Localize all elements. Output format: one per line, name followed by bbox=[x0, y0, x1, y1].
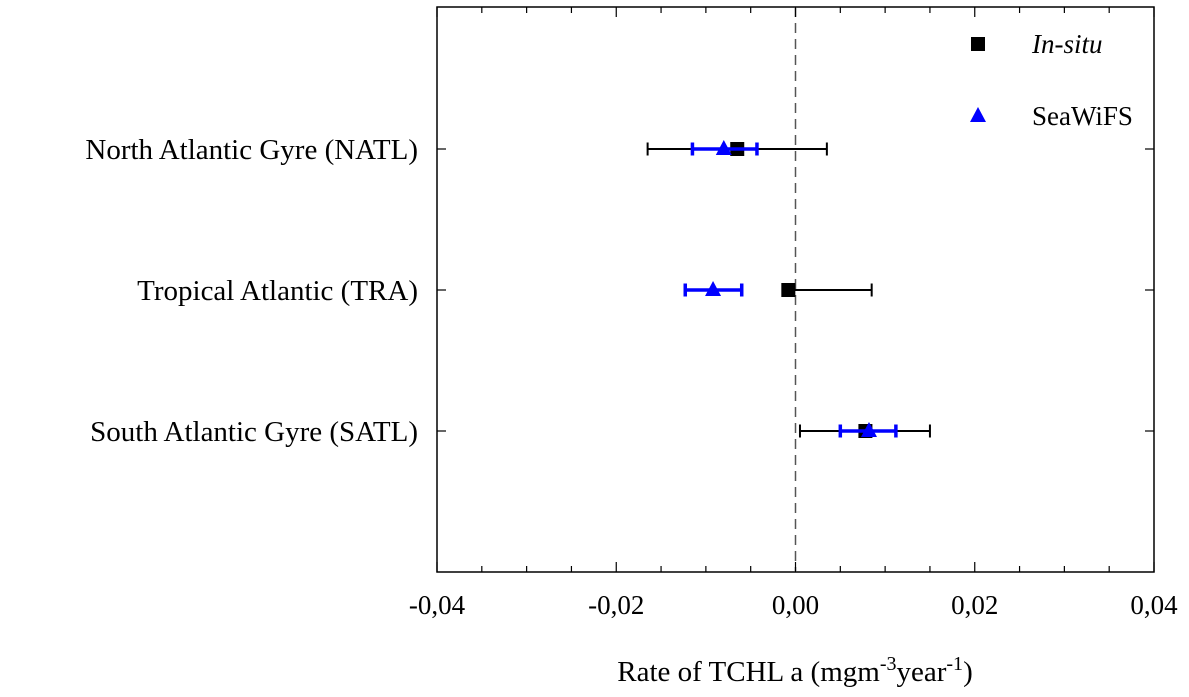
x-tick-label: -0,04 bbox=[409, 590, 466, 620]
legend-label: In-situ bbox=[1031, 29, 1103, 59]
x-tick-label: 0,00 bbox=[772, 590, 819, 620]
x-tick-label: -0,02 bbox=[588, 590, 644, 620]
category-label: North Atlantic Gyre (NATL) bbox=[85, 134, 418, 166]
category-label: South Atlantic Gyre (SATL) bbox=[90, 416, 418, 448]
legend-label: SeaWiFS bbox=[1032, 101, 1133, 131]
axis-ticks bbox=[436, 7, 1155, 572]
seawifs-marker bbox=[715, 140, 732, 155]
seawifs-marker bbox=[860, 422, 877, 437]
x-tick-label: 0,04 bbox=[1130, 590, 1178, 620]
x-axis-title: Rate of TCHL a (mgm-3year-1) bbox=[617, 653, 972, 688]
legend-seawifs-marker bbox=[970, 107, 986, 122]
category-label: Tropical Atlantic (TRA) bbox=[137, 275, 418, 307]
seawifs-marker bbox=[705, 281, 722, 296]
data-points bbox=[646, 140, 931, 438]
legend-insitu-marker bbox=[971, 37, 985, 51]
x-tick-label: 0,02 bbox=[951, 590, 998, 620]
legend: In-situ SeaWiFS bbox=[970, 29, 1133, 131]
insitu-marker bbox=[781, 283, 796, 297]
x-tick-labels: -0,04 -0,02 0,00 0,02 0,04 bbox=[409, 590, 1178, 620]
category-labels: North Atlantic Gyre (NATL) Tropical Atlan… bbox=[85, 134, 418, 448]
